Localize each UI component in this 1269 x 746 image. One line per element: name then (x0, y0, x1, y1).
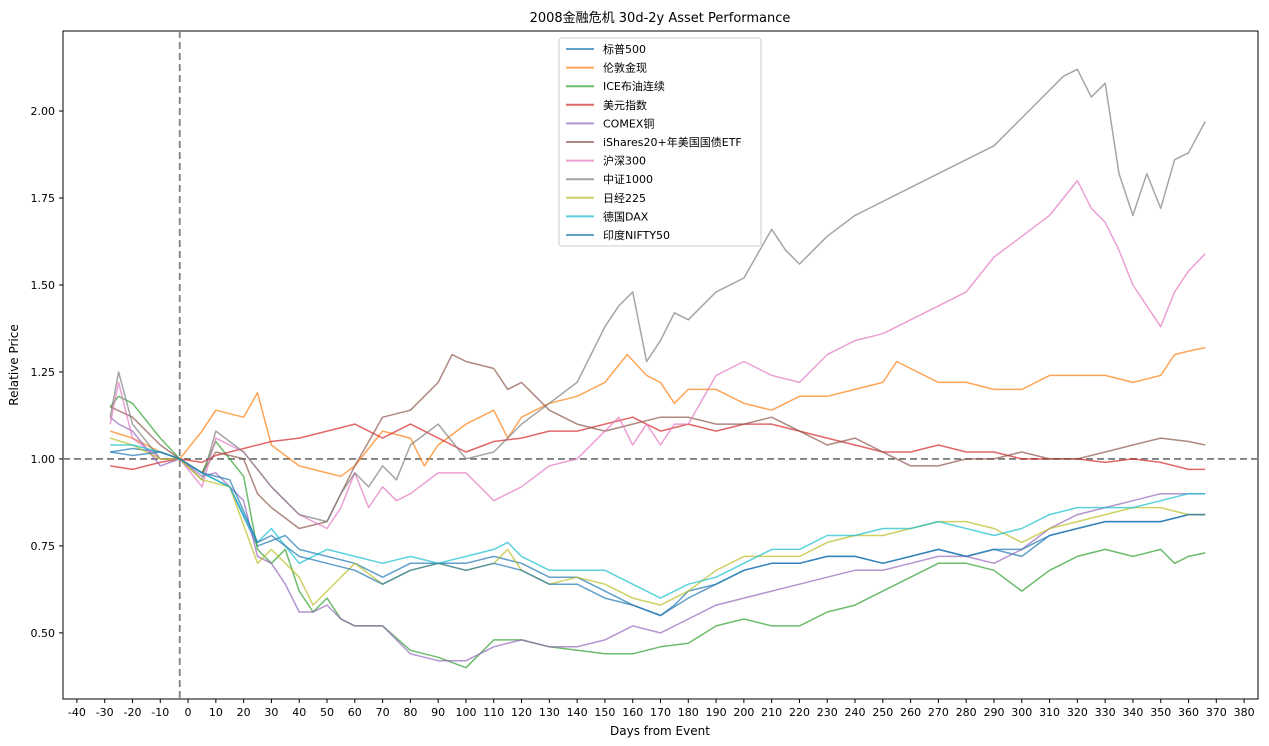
x-tick-label: 180 (678, 706, 699, 719)
x-tick-label: 80 (403, 706, 417, 719)
series-line-7 (109, 68, 1206, 523)
x-tick-label: 270 (928, 706, 949, 719)
x-tick-label: 300 (1011, 706, 1032, 719)
x-tick-label: 110 (483, 706, 504, 719)
x-axis: -40 -30 -20 -10 0 10 20 30 40 50 60 70 80 90 100 110 120… (68, 699, 1255, 719)
x-tick-label: 340 (1122, 706, 1143, 719)
x-tick-label: 290 (983, 706, 1004, 719)
x-tick-label: 360 (1178, 706, 1199, 719)
x-tick-label: 40 (292, 706, 306, 719)
x-tick-label: 200 (733, 706, 754, 719)
y-tick-label: 0.75 (31, 540, 56, 553)
y-tick-label: 1.25 (31, 366, 56, 379)
legend-label-3: 美元指数 (603, 98, 647, 112)
x-tick-label: 210 (761, 706, 782, 719)
x-axis-title: Days from Event (610, 724, 710, 738)
x-tick-label: 380 (1234, 706, 1255, 719)
x-tick-label: 230 (817, 706, 838, 719)
legend-label-10: 印度NIFTY50 (603, 228, 670, 242)
x-tick-label: 350 (1150, 706, 1171, 719)
series-line-9 (110, 444, 1206, 599)
legend-label-2: ICE布油连续 (603, 79, 665, 93)
x-tick-label: 140 (567, 706, 588, 719)
y-tick-label: 1.75 (31, 192, 56, 205)
series-layer (109, 68, 1206, 669)
x-tick-label: 30 (264, 706, 278, 719)
series-line-3 (110, 416, 1206, 471)
x-tick-label: 190 (706, 706, 727, 719)
x-tick-label: 220 (789, 706, 810, 719)
x-tick-label: -30 (96, 706, 114, 719)
series-line-1 (109, 346, 1206, 478)
legend-label-4: COMEX铜 (603, 116, 654, 130)
y-tick-label: 2.00 (31, 105, 56, 118)
legend-label-1: 伦敦金现 (603, 61, 647, 75)
x-tick-label: 120 (511, 706, 532, 719)
y-tick-label: 0.50 (31, 627, 56, 640)
series-line-5 (109, 353, 1206, 530)
x-tick-label: -40 (68, 706, 86, 719)
x-tick-label: 90 (431, 706, 445, 719)
series-line-10 (110, 451, 1206, 617)
legend-label-0: 标普500 (603, 42, 646, 56)
x-tick-label: 330 (1095, 706, 1116, 719)
y-tick-label: 1.00 (31, 453, 56, 466)
legend-box (558, 37, 762, 247)
x-tick-label: 60 (348, 706, 362, 719)
x-tick-label: 0 (185, 706, 192, 719)
x-tick-label: 260 (900, 706, 921, 719)
x-tick-label: -10 (151, 706, 169, 719)
x-tick-label: 150 (594, 706, 615, 719)
series-line-8 (109, 437, 1206, 606)
x-tick-label: 280 (956, 706, 977, 719)
x-tick-label: 320 (1067, 706, 1088, 719)
x-tick-label: -20 (123, 706, 141, 719)
y-tick-label: 1.50 (31, 279, 56, 292)
y-axis: 0.50 0.75 1.00 1.25 1.50 1.75 2.00 (31, 105, 63, 640)
x-tick-label: 70 (376, 706, 390, 719)
x-tick-label: 170 (650, 706, 671, 719)
x-tick-label: 370 (1206, 706, 1227, 719)
legend-label-5: iShares20+年美国国债ETF (603, 135, 742, 149)
legend-label-6: 沪深300 (603, 154, 646, 168)
legend-label-9: 德国DAX (603, 209, 649, 223)
x-tick-label: 160 (622, 706, 643, 719)
legend-label-7: 中证1000 (603, 173, 653, 186)
legend-label-8: 日经225 (603, 192, 646, 205)
x-tick-label: 250 (872, 706, 893, 719)
x-tick-label: 10 (209, 706, 223, 719)
x-tick-label: 240 (845, 706, 866, 719)
x-tick-label: 310 (1039, 706, 1060, 719)
x-tick-label: 20 (237, 706, 251, 719)
y-axis-title: Relative Price (7, 324, 21, 405)
x-tick-label: 100 (455, 706, 476, 719)
series-line-4 (109, 416, 1206, 662)
x-tick-label: 130 (539, 706, 560, 719)
x-tick-label: 50 (320, 706, 334, 719)
chart-title: 2008金融危机 30d-2y Asset Performance (530, 10, 791, 26)
